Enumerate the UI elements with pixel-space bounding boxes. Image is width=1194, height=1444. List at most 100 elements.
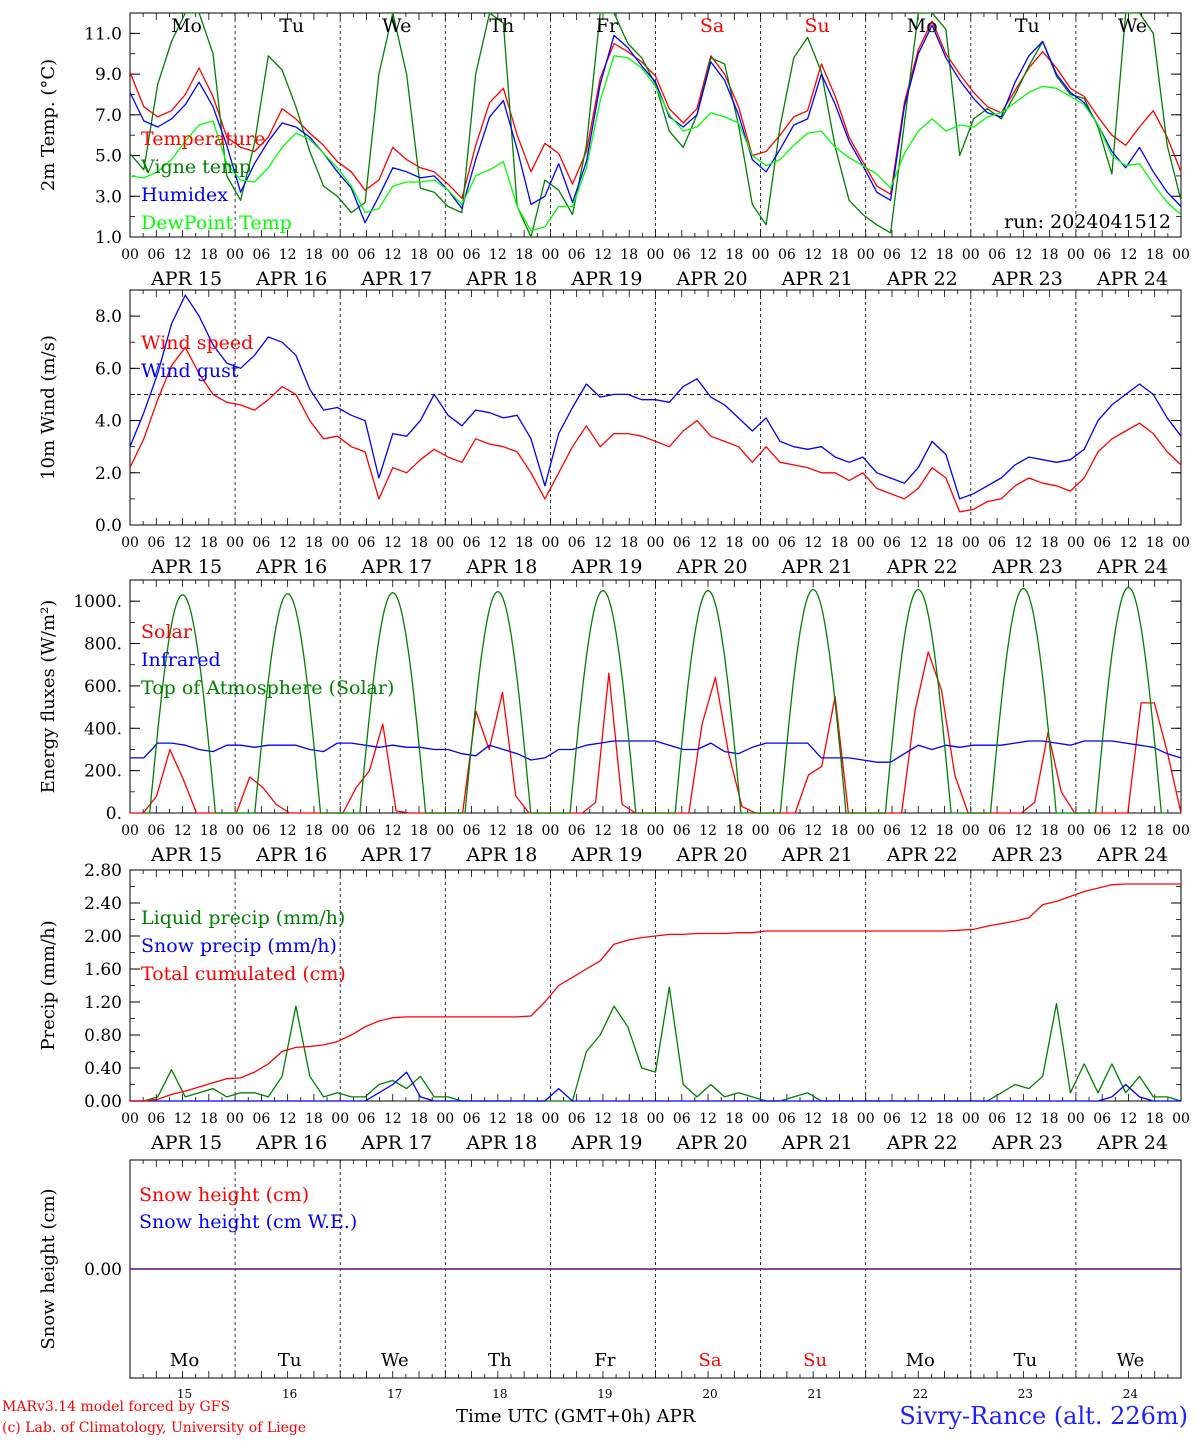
y-tick-label: 600. <box>84 677 122 697</box>
date-label: APR 22 <box>886 556 958 578</box>
y-tick-label: 2.0 <box>95 464 122 484</box>
y-tick-label: 0. <box>106 804 122 824</box>
legend-entry: Snow precip (mm/h) <box>141 935 337 957</box>
legend-entry: DewPoint Temp <box>141 212 292 234</box>
hour-tick-label: 06 <box>252 823 270 839</box>
hour-tick-label: 00 <box>331 823 349 839</box>
series-line-humidex <box>129 24 1182 224</box>
date-label: APR 15 <box>150 556 222 578</box>
hour-tick-label: 00 <box>331 247 349 263</box>
hour-tick-label: 06 <box>568 247 586 263</box>
date-label: APR 20 <box>676 268 748 290</box>
y-tick-label: 5.0 <box>95 147 122 167</box>
hour-tick-label: 18 <box>725 823 743 839</box>
series-line-snow-precip-mm-h <box>130 1071 1181 1102</box>
weekday-label: We <box>1117 1350 1145 1371</box>
hour-tick-label: 06 <box>463 247 481 263</box>
hour-tick-label: 12 <box>1120 823 1138 839</box>
hour-tick-label: 00 <box>121 535 139 551</box>
hour-tick-label: 12 <box>804 823 822 839</box>
weekday-label: Tu <box>1015 15 1040 37</box>
date-label: APR 23 <box>991 268 1063 290</box>
series-line-infrared <box>130 740 1182 763</box>
hour-tick-label: 18 <box>831 823 849 839</box>
hour-tick-label: 12 <box>909 535 927 551</box>
hour-tick-label: 18 <box>936 823 954 839</box>
hour-tick-label: 12 <box>1120 1111 1138 1127</box>
hour-tick-label: 12 <box>594 823 612 839</box>
panel-1: 1.0 3.0 5.0 7.0 9.0 11.0 2m Temp. (°C) Temperat… <box>38 12 1190 290</box>
hour-tick-label: 12 <box>489 247 507 263</box>
hour-tick-label: 00 <box>857 247 875 263</box>
hour-tick-label: 18 <box>936 1111 954 1127</box>
series-line-total-cumulated-cm <box>130 883 1181 1102</box>
weekday-label: Sa <box>699 1350 722 1371</box>
hour-tick-label: 00 <box>436 247 454 263</box>
hour-tick-label: 00 <box>331 1111 349 1127</box>
date-label: APR 18 <box>465 1132 537 1154</box>
date-label: APR 24 <box>1096 556 1168 578</box>
hour-tick-label: 18 <box>725 535 743 551</box>
weekday-label: Fr <box>594 1350 615 1371</box>
hour-tick-label: 12 <box>1014 823 1032 839</box>
hour-tick-label: 06 <box>1093 1111 1111 1127</box>
hour-tick-label: 18 <box>936 535 954 551</box>
panel-2: 0.0 2.0 4.0 6.0 8.0 10m Wind (m/s) Wind speed W… <box>38 289 1190 578</box>
hour-tick-label: 00 <box>752 535 770 551</box>
date-label: APR 23 <box>991 1132 1063 1154</box>
y-tick-label: 0.0 <box>95 516 122 536</box>
hour-tick-label: 06 <box>252 1111 270 1127</box>
hour-tick-label: 18 <box>620 823 638 839</box>
weekday-label: Tu <box>278 1350 302 1371</box>
hour-tick-label: 06 <box>358 1111 376 1127</box>
hour-tick-label: 12 <box>174 247 192 263</box>
y-tick-label: 6.0 <box>95 359 122 379</box>
y-axis-label: 2m Temp. (°C) <box>38 59 59 191</box>
hour-tick-label: 12 <box>489 1111 507 1127</box>
hour-tick-label: 18 <box>1041 1111 1059 1127</box>
date-label: APR 24 <box>1096 1132 1168 1154</box>
hour-tick-label: 12 <box>279 535 297 551</box>
hour-tick-label: 12 <box>909 1111 927 1127</box>
hour-tick-label: 00 <box>962 1111 980 1127</box>
date-label: APR 16 <box>255 844 327 866</box>
hour-tick-label: 12 <box>699 823 717 839</box>
hour-tick-label: 06 <box>568 1111 586 1127</box>
y-tick-label: 2.80 <box>84 861 122 881</box>
hour-tick-label: 12 <box>699 535 717 551</box>
hour-tick-label: 06 <box>673 535 691 551</box>
hour-tick-label: 12 <box>279 247 297 263</box>
hour-tick-label: 18 <box>200 247 218 263</box>
hour-tick-label: 00 <box>226 823 244 839</box>
hour-tick-label: 00 <box>226 1111 244 1127</box>
hour-tick-label: 12 <box>804 247 822 263</box>
series-line-liquid-precip-mm-h <box>130 986 1182 1102</box>
hour-tick-label: 06 <box>673 1111 691 1127</box>
hour-tick-label: 06 <box>883 247 901 263</box>
hour-tick-label: 06 <box>883 1111 901 1127</box>
hour-tick-label: 18 <box>410 1111 428 1127</box>
hour-tick-label: 18 <box>515 535 533 551</box>
legend-entry: Snow height (cm) <box>139 1184 309 1206</box>
legend-entry: Humidex <box>141 184 228 206</box>
hour-tick-label: 06 <box>1093 823 1111 839</box>
series-line-top-of-atmosphere-solar <box>143 586 1168 814</box>
hour-tick-label: 12 <box>594 535 612 551</box>
hour-tick-label: 12 <box>594 1111 612 1127</box>
panel-5: 0.00 Snow height (cm) Snow height (cm) Snow… <box>38 1159 1182 1401</box>
station-label: Sivry-Rance (alt. 226m) <box>899 1402 1188 1430</box>
weekday-label: Th <box>488 1350 512 1371</box>
hour-tick-label: 06 <box>988 823 1006 839</box>
hour-tick-label: 00 <box>436 1111 454 1127</box>
hour-tick-label: 06 <box>252 535 270 551</box>
hour-tick-label: 00 <box>541 823 559 839</box>
hour-tick-label: 12 <box>909 247 927 263</box>
legend-entry: Solar <box>141 621 193 643</box>
panel-3: 0. 200. 400. 600. 800. 1000. Energy fluxes (W/… <box>38 579 1190 866</box>
hour-tick-label: 06 <box>1093 535 1111 551</box>
hour-tick-label: 00 <box>121 247 139 263</box>
hour-tick-label: 18 <box>305 1111 323 1127</box>
hour-tick-label: 18 <box>200 535 218 551</box>
y-tick-label: 11.0 <box>84 24 122 44</box>
